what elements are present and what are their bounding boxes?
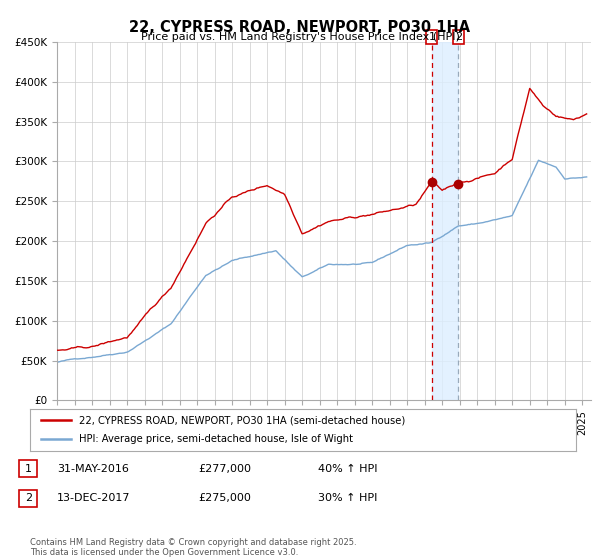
Text: 31-MAY-2016: 31-MAY-2016 xyxy=(57,464,129,474)
Text: £277,000: £277,000 xyxy=(198,464,251,474)
Text: 13-DEC-2017: 13-DEC-2017 xyxy=(57,493,131,503)
Text: HPI: Average price, semi-detached house, Isle of Wight: HPI: Average price, semi-detached house,… xyxy=(79,435,353,445)
Text: 1: 1 xyxy=(25,464,32,474)
Text: Contains HM Land Registry data © Crown copyright and database right 2025.
This d: Contains HM Land Registry data © Crown c… xyxy=(30,538,356,557)
Text: 2: 2 xyxy=(25,493,32,503)
Text: Price paid vs. HM Land Registry's House Price Index (HPI): Price paid vs. HM Land Registry's House … xyxy=(140,32,460,43)
Bar xyxy=(432,42,458,400)
Text: 2: 2 xyxy=(455,32,462,42)
Text: £275,000: £275,000 xyxy=(198,493,251,503)
Text: 30% ↑ HPI: 30% ↑ HPI xyxy=(318,493,377,503)
Text: 40% ↑ HPI: 40% ↑ HPI xyxy=(318,464,377,474)
Text: 22, CYPRESS ROAD, NEWPORT, PO30 1HA: 22, CYPRESS ROAD, NEWPORT, PO30 1HA xyxy=(130,20,470,35)
Text: 1: 1 xyxy=(428,32,436,42)
Text: 22, CYPRESS ROAD, NEWPORT, PO30 1HA (semi-detached house): 22, CYPRESS ROAD, NEWPORT, PO30 1HA (sem… xyxy=(79,415,406,425)
